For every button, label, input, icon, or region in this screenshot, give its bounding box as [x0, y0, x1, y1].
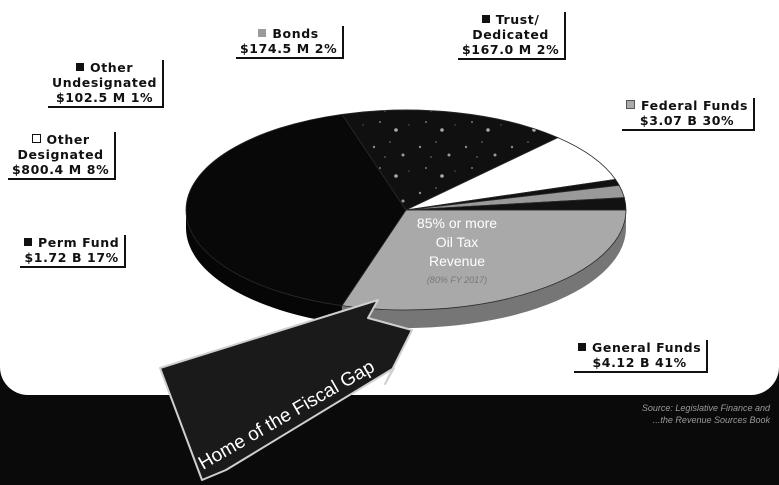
fiscal-gap-arrow [159, 299, 413, 481]
label-general-funds: General Funds $4.12 B 41% [574, 340, 709, 373]
label-federal-funds: Federal Funds $3.07 B 30% [622, 98, 756, 131]
annotation-note: (80% FY 2017) [426, 275, 488, 285]
general-swatch [578, 343, 586, 351]
trust-swatch [481, 15, 490, 23]
label-trust-dedicated: Trust/ Dedicated $167.0 M 2% [458, 12, 567, 60]
other-designated-label-value: $800.4 M 8% [12, 162, 110, 177]
other-designated-label-name-1: Other [46, 132, 90, 147]
bonds-label-value: $174.5 M 2% [240, 41, 338, 56]
oil-revenue-annotation: 85% or more Oil Tax Revenue (80% FY 2017… [392, 214, 522, 290]
other-designated-label-name-2: Designated [17, 147, 104, 162]
other-undesignated-label-value: $102.5 M 1% [55, 90, 154, 105]
trust-label-name-1: Trust/ [495, 12, 540, 27]
perm-label-name: Perm Fund [38, 235, 120, 250]
label-other-designated: Other Designated $800.4 M 8% [8, 132, 117, 180]
federal-label-name: Federal Funds [641, 98, 749, 113]
federal-label-value: $3.07 B 30% [639, 113, 735, 128]
perm-swatch [24, 238, 32, 246]
other-undesignated-label-name-2: Undesignated [52, 75, 158, 90]
source-line-1: Source: Legislative Finance and [641, 403, 770, 413]
general-label-value: $4.12 B 41% [592, 355, 687, 370]
annotation-line-3: Revenue [428, 253, 486, 269]
pie-slice-other_designated [405, 137, 617, 211]
pie-chart [185, 109, 627, 328]
trust-label-value: $167.0 M 2% [462, 42, 560, 57]
source-line-2: ...the Revenue Sources Book [652, 415, 770, 425]
pie-slice-perm [341, 109, 559, 211]
other-undesignated-label-name-1: Other [89, 60, 134, 75]
trust-label-name-2: Dedicated [472, 27, 549, 42]
annotation-line-1: 85% or more [416, 215, 498, 231]
label-perm-fund: Perm Fund $1.72 B 17% [20, 235, 127, 268]
federal-swatch [626, 100, 635, 109]
bonds-label-name: Bonds [272, 26, 319, 41]
pie-slice-trust [405, 197, 627, 211]
chart-panel: 85% or more Oil Tax Revenue (80% FY 2017… [0, 0, 779, 395]
bonds-swatch [258, 29, 267, 37]
label-bonds: Bonds $174.5 M 2% [236, 26, 345, 59]
label-other-undesignated: Other Undesignated $102.5 M 1% [48, 60, 165, 108]
pie-slice-general [185, 113, 407, 307]
general-label-name: General Funds [592, 340, 702, 355]
other-designated-swatch [31, 134, 41, 143]
pie-wall-general [186, 210, 342, 324]
source-note: Source: Legislative Finance and ...the R… [470, 402, 770, 426]
other-undesignated-swatch [75, 63, 84, 71]
perm-label-value: $1.72 B 17% [24, 250, 119, 265]
pie-slice-federal [341, 209, 627, 311]
pie-wall-federal [341, 210, 626, 328]
annotation-line-2: Oil Tax [435, 234, 479, 250]
